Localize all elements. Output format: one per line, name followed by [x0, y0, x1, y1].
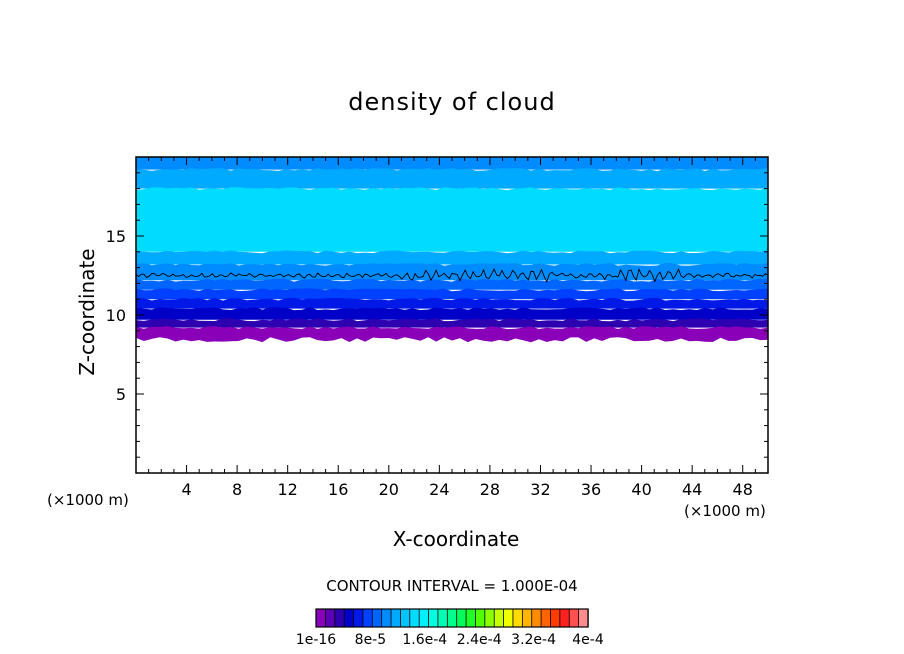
colorbar-swatch	[493, 608, 505, 628]
colorbar-swatch	[324, 608, 336, 628]
colorbar-swatch	[578, 608, 589, 628]
colorbar: 1e-16 8e-5 1.6e-4 2.4e-4 3.2e-4 4e-4	[296, 608, 604, 648]
colorbar-swatch	[484, 608, 495, 628]
colorbar-swatch	[362, 608, 373, 628]
x-tick-label: 4	[181, 480, 191, 499]
colorbar-label: 1e-16	[296, 632, 336, 648]
colorbar-swatch	[559, 608, 570, 628]
x-tick-label: 28	[480, 480, 500, 499]
contour-line	[136, 267, 768, 284]
colorbar-swatch	[465, 608, 477, 628]
density-band	[136, 187, 768, 252]
density-band	[136, 297, 768, 309]
colorbar-swatch	[381, 608, 392, 628]
colorbar-swatch	[512, 608, 524, 628]
density-band	[136, 288, 768, 300]
colorbar-swatch	[418, 608, 430, 628]
x-tick-label: 40	[631, 480, 651, 499]
colorbar-swatch	[343, 608, 355, 628]
density-band	[136, 262, 768, 281]
colorbar-swatch	[540, 608, 552, 628]
colorbar-swatch	[456, 608, 467, 628]
y-axis-label: Z-coordinate	[75, 248, 99, 376]
colorbar-swatch	[503, 608, 514, 628]
x-axis-label: X-coordinate	[392, 527, 520, 551]
colorbar-label: 2.4e-4	[457, 632, 502, 648]
colorbar-swatch	[400, 608, 411, 628]
density-band	[136, 326, 768, 343]
colorbar-swatch	[475, 608, 486, 628]
colorbar-label: 3.2e-4	[511, 632, 556, 648]
colorbar-swatch	[568, 608, 580, 628]
x-tick-label: 8	[232, 480, 242, 499]
colorbar-swatch	[334, 608, 345, 628]
chart-title: density of cloud	[348, 88, 556, 116]
density-band	[136, 250, 768, 265]
x-unit-left: (×1000 m)	[47, 491, 129, 509]
colorbar-swatch	[371, 608, 383, 628]
x-tick-label: 44	[682, 480, 702, 499]
density-band	[136, 168, 768, 189]
x-tick-label: 16	[328, 480, 348, 499]
colorbar-label: 8e-5	[355, 632, 386, 648]
colorbar-swatch	[409, 608, 420, 628]
x-tick-label: 32	[530, 480, 550, 499]
colorbar-label: 1.6e-4	[402, 632, 447, 648]
plot-area	[136, 157, 768, 343]
contour-interval-text: CONTOUR INTERVAL = 1.000E-04	[326, 577, 578, 595]
colorbar-label: 4e-4	[572, 632, 604, 648]
x-tick-label: 36	[581, 480, 601, 499]
x-tick-label: 20	[379, 480, 399, 499]
colorbar-swatch	[428, 608, 439, 628]
colorbar-swatch	[446, 608, 458, 628]
density-band	[136, 318, 768, 328]
density-band	[136, 278, 768, 290]
density-band	[136, 307, 768, 320]
colorbar-swatch	[531, 608, 542, 628]
y-tick-label: 5	[116, 385, 126, 404]
y-tick-label: 10	[106, 306, 126, 325]
colorbar-swatch	[437, 608, 449, 628]
x-unit-right: (×1000 m)	[684, 502, 766, 520]
colorbar-swatch	[315, 608, 327, 628]
density-band	[136, 157, 768, 170]
colorbar-swatch	[521, 608, 533, 628]
colorbar-frame	[315, 608, 589, 628]
y-tick-label: 15	[106, 227, 126, 246]
colorbar-swatch	[550, 608, 561, 628]
x-tick-label: 24	[429, 480, 449, 499]
x-tick-label: 12	[278, 480, 298, 499]
colorbar-swatch	[390, 608, 402, 628]
colorbar-swatch	[353, 608, 364, 628]
x-tick-label: 48	[733, 480, 753, 499]
